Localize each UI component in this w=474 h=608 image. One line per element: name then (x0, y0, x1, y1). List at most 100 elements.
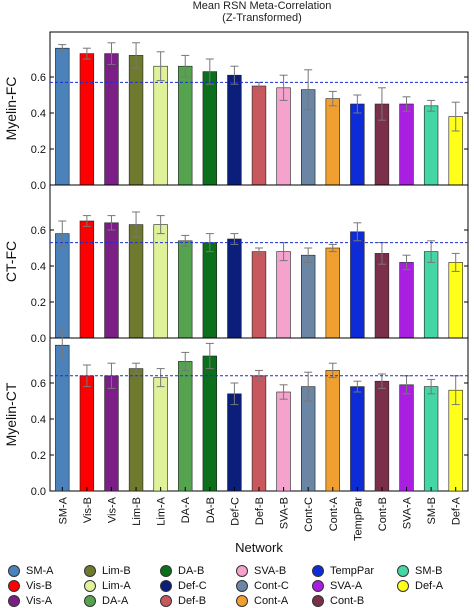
legend-swatch (8, 579, 20, 592)
y-tick-label: 0.0 (31, 333, 46, 345)
bar (251, 85, 267, 186)
y-tick-label: 0.2 (31, 144, 46, 156)
bar (128, 224, 144, 339)
bar (374, 253, 390, 339)
y-axis-label: Myelin-CT (3, 382, 19, 446)
y-tick-label: 0.4 (31, 414, 46, 426)
y-tick-label: 0.0 (31, 486, 46, 498)
y-tick-label: 0.4 (31, 108, 46, 120)
legend-item: Cont-B (312, 593, 364, 608)
legend-item: Def-C (160, 578, 207, 593)
bar (227, 74, 242, 186)
legend-label: Vis-B (26, 579, 53, 592)
chart-title: Mean RSN Meta-Correlation (192, 0, 332, 12)
bar (325, 370, 340, 492)
x-tick-label: SVA-B (279, 497, 291, 529)
legend-label: Def-C (178, 579, 207, 592)
bar (227, 238, 242, 339)
bar (79, 375, 95, 492)
bar (399, 103, 414, 186)
legend-swatch (84, 564, 96, 577)
y-tick-label: 0.4 (31, 261, 46, 273)
x-tick-label: Def-A (451, 496, 463, 525)
x-tick-label: Cont-C (303, 497, 315, 532)
legend-label: Cont-C (254, 579, 289, 592)
legend-item: Vis-B (8, 578, 52, 593)
y-tick-label: 0.6 (31, 72, 46, 84)
legend-item: SVA-B (236, 563, 286, 578)
legend-swatch (160, 564, 172, 577)
bar (423, 105, 439, 186)
bar (350, 231, 365, 339)
legend-item: Lim-A (84, 578, 131, 593)
bar (374, 380, 390, 492)
bar (276, 251, 291, 339)
y-tick-label: 0.2 (31, 297, 46, 309)
legend-label: SVA-A (330, 579, 363, 592)
legend-item: Vis-A (8, 593, 52, 608)
bar (350, 386, 365, 492)
chart-subtitle: (Z-Transformed) (222, 12, 302, 24)
legend-label: TempPar (330, 564, 375, 577)
bar (350, 103, 365, 186)
y-axis-label: Myelin-FC (3, 77, 19, 141)
legend-label: SM-B (415, 564, 443, 577)
x-tick-label: Def-B (254, 497, 266, 525)
x-tick-label: SVA-A (402, 496, 414, 529)
x-tick-label: DA-B (205, 497, 217, 523)
legend-swatch (160, 594, 172, 607)
legend-swatch (397, 579, 409, 592)
bar (325, 247, 340, 339)
legend-item: SVA-A (312, 578, 362, 593)
bar (448, 389, 463, 492)
x-axis-label: Network (235, 540, 283, 555)
bar (153, 224, 168, 339)
x-tick-label: DA-A (180, 496, 192, 523)
bar (153, 377, 168, 492)
bar (399, 384, 414, 492)
legend-label: SVA-B (254, 564, 287, 577)
legend-item: Def-A (397, 578, 443, 593)
bar (128, 55, 144, 186)
bar (178, 361, 193, 492)
bar (276, 391, 291, 492)
bar (276, 87, 291, 186)
legend-label: DA-B (178, 564, 205, 577)
legend-item: Def-B (160, 593, 206, 608)
bar (153, 65, 168, 186)
bar (104, 222, 119, 339)
legend-swatch (312, 564, 324, 577)
legend-swatch (84, 594, 96, 607)
legend-label: Lim-A (102, 579, 131, 592)
bar (178, 240, 193, 339)
x-tick-label: Vis-A (106, 496, 118, 523)
legend-label: Def-A (415, 579, 444, 592)
bar (104, 375, 119, 492)
x-tick-label: SM-B (426, 497, 438, 525)
bar-chart: 0.0 0.2 0.4 0.6 Myelin-FC 0.0 0.2 0.4 0.6 CT-FC 0.… (3, 31, 469, 555)
legend-item: Cont-C (236, 578, 289, 593)
y-tick-label: 0.2 (31, 450, 46, 462)
legend-swatch (397, 564, 409, 577)
legend-swatch (236, 564, 248, 577)
x-tick-label: Def-C (229, 497, 241, 526)
legend-swatch (8, 594, 20, 607)
legend-swatch (312, 594, 324, 607)
x-tick-label: SM-A (57, 496, 69, 524)
legend-item: Cont-A (236, 593, 288, 608)
bar (251, 375, 267, 492)
legend: SM-A Lim-B DA-B SVA-B TempPar SM-B Vis-B Lim-A D… (0, 559, 474, 607)
legend-label: Vis-A (26, 594, 53, 607)
bar (79, 220, 95, 339)
bar (104, 53, 119, 186)
x-tick-label: Cont-B (377, 497, 389, 531)
legend-item: SM-A (8, 563, 54, 578)
y-tick-label: 0.6 (31, 378, 46, 390)
legend-label: DA-A (102, 594, 129, 607)
bar (202, 71, 218, 186)
legend-item: TempPar (312, 563, 374, 578)
x-tick-label: Cont-A (328, 496, 340, 531)
bar (423, 251, 439, 339)
bar (423, 386, 439, 492)
legend-swatch (236, 579, 248, 592)
